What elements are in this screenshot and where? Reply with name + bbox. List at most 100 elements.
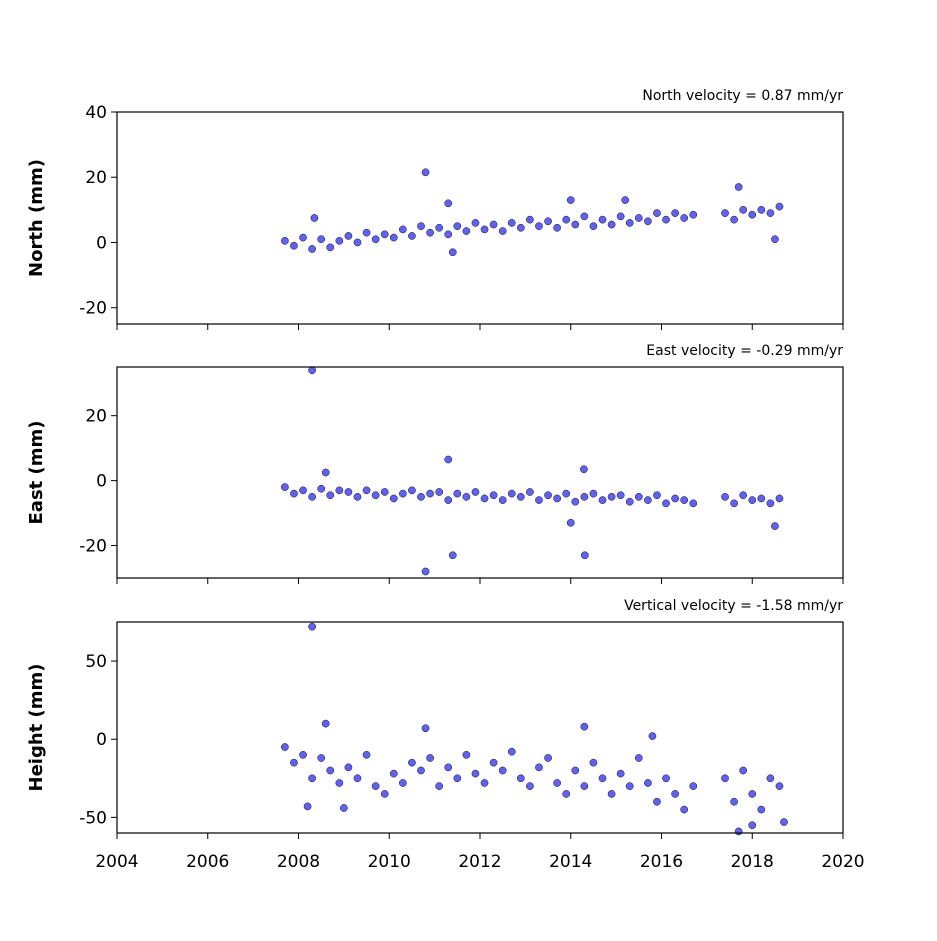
data-point [435,223,444,232]
data-point [321,468,330,477]
data-point [748,210,757,219]
data-point [553,494,561,503]
data-point [775,782,784,790]
data-point [444,763,453,772]
data-point [371,782,380,790]
data-point [562,215,571,224]
data-point [362,751,371,759]
data-point [516,492,525,501]
data-point [671,494,679,503]
data-point [489,758,498,767]
panel: Vertical velocity = -1.58 mm/yr Height (m… [26,598,865,872]
data-point [310,214,319,222]
data-point [444,455,453,464]
data-point [426,754,434,762]
x-tick-label: 2006 [186,852,229,872]
data-point [634,754,643,762]
data-point [653,491,661,500]
data-point [444,496,453,504]
panel: East velocity = -0.29 mm/yr East (mm) -20 0… [26,343,844,584]
data-point [680,805,689,814]
y-tick-label: -50 [79,808,107,828]
data-point [344,763,353,772]
data-point [598,496,607,504]
data-point [766,774,775,783]
data-point [471,219,480,227]
data-point [326,766,335,775]
data-point [771,235,779,244]
data-point [625,782,634,790]
data-point [516,774,525,783]
data-point [421,567,430,576]
data-point [299,486,307,495]
data-point [335,236,344,245]
data-point [371,235,380,244]
data-point [281,483,289,491]
data-point [689,210,698,219]
data-point [335,779,344,787]
data-point [689,782,698,790]
data-point [607,492,616,501]
data-point [371,491,380,500]
data-point [526,782,534,790]
data-point [362,228,371,237]
data-point [589,758,598,767]
y-tick-label: 40 [85,103,107,123]
data-point [748,790,757,798]
data-point [281,236,289,245]
data-point [435,488,444,496]
data-point [340,804,348,812]
data-point [380,790,389,798]
data-point [616,491,625,500]
y-axis-label: Height (mm) [26,664,47,792]
data-point [321,719,330,728]
data-point [526,488,534,496]
data-point [616,769,625,778]
data-point [562,790,571,798]
data-point [553,779,561,787]
data-point [399,489,407,498]
data-point [653,209,661,217]
data-point [625,497,634,506]
panel: North velocity = 0.87 mm/yr North (mm) -20… [26,88,844,330]
data-point [598,215,607,224]
data-point [757,205,766,214]
data-point [566,518,575,527]
data-point [739,766,748,775]
y-tick-label: -20 [79,299,107,319]
data-point [408,232,416,240]
data-point [489,491,498,500]
data-point [535,763,543,772]
data-point [580,492,589,501]
panel-title: Vertical velocity = -1.58 mm/yr [624,598,843,614]
data-point [580,212,589,221]
x-tick-label: 2010 [368,852,411,872]
y-tick-label: 0 [96,233,107,253]
data-point [417,222,425,231]
data-point [544,754,552,762]
data-point [480,225,489,234]
y-tick-label: 50 [85,652,107,672]
data-point [766,499,775,508]
y-tick-label: 0 [96,472,107,492]
y-tick-label: 20 [85,407,107,427]
data-point [421,724,430,733]
y-tick-label: -20 [79,537,107,557]
x-tick-label: 2020 [821,852,864,872]
data-point [344,488,353,496]
data-point [571,220,580,229]
data-point [648,732,657,740]
axes-frame [116,366,844,579]
data-point [389,494,398,503]
data-point [399,225,407,234]
data-point [399,779,407,787]
data-point [625,219,634,227]
data-point [634,492,643,501]
data-point [326,243,335,252]
data-point [448,551,457,560]
data-point [544,491,552,500]
data-point [580,782,589,790]
panel-title: North velocity = 0.87 mm/yr [642,88,843,104]
data-point [644,779,652,787]
data-point [748,496,757,504]
